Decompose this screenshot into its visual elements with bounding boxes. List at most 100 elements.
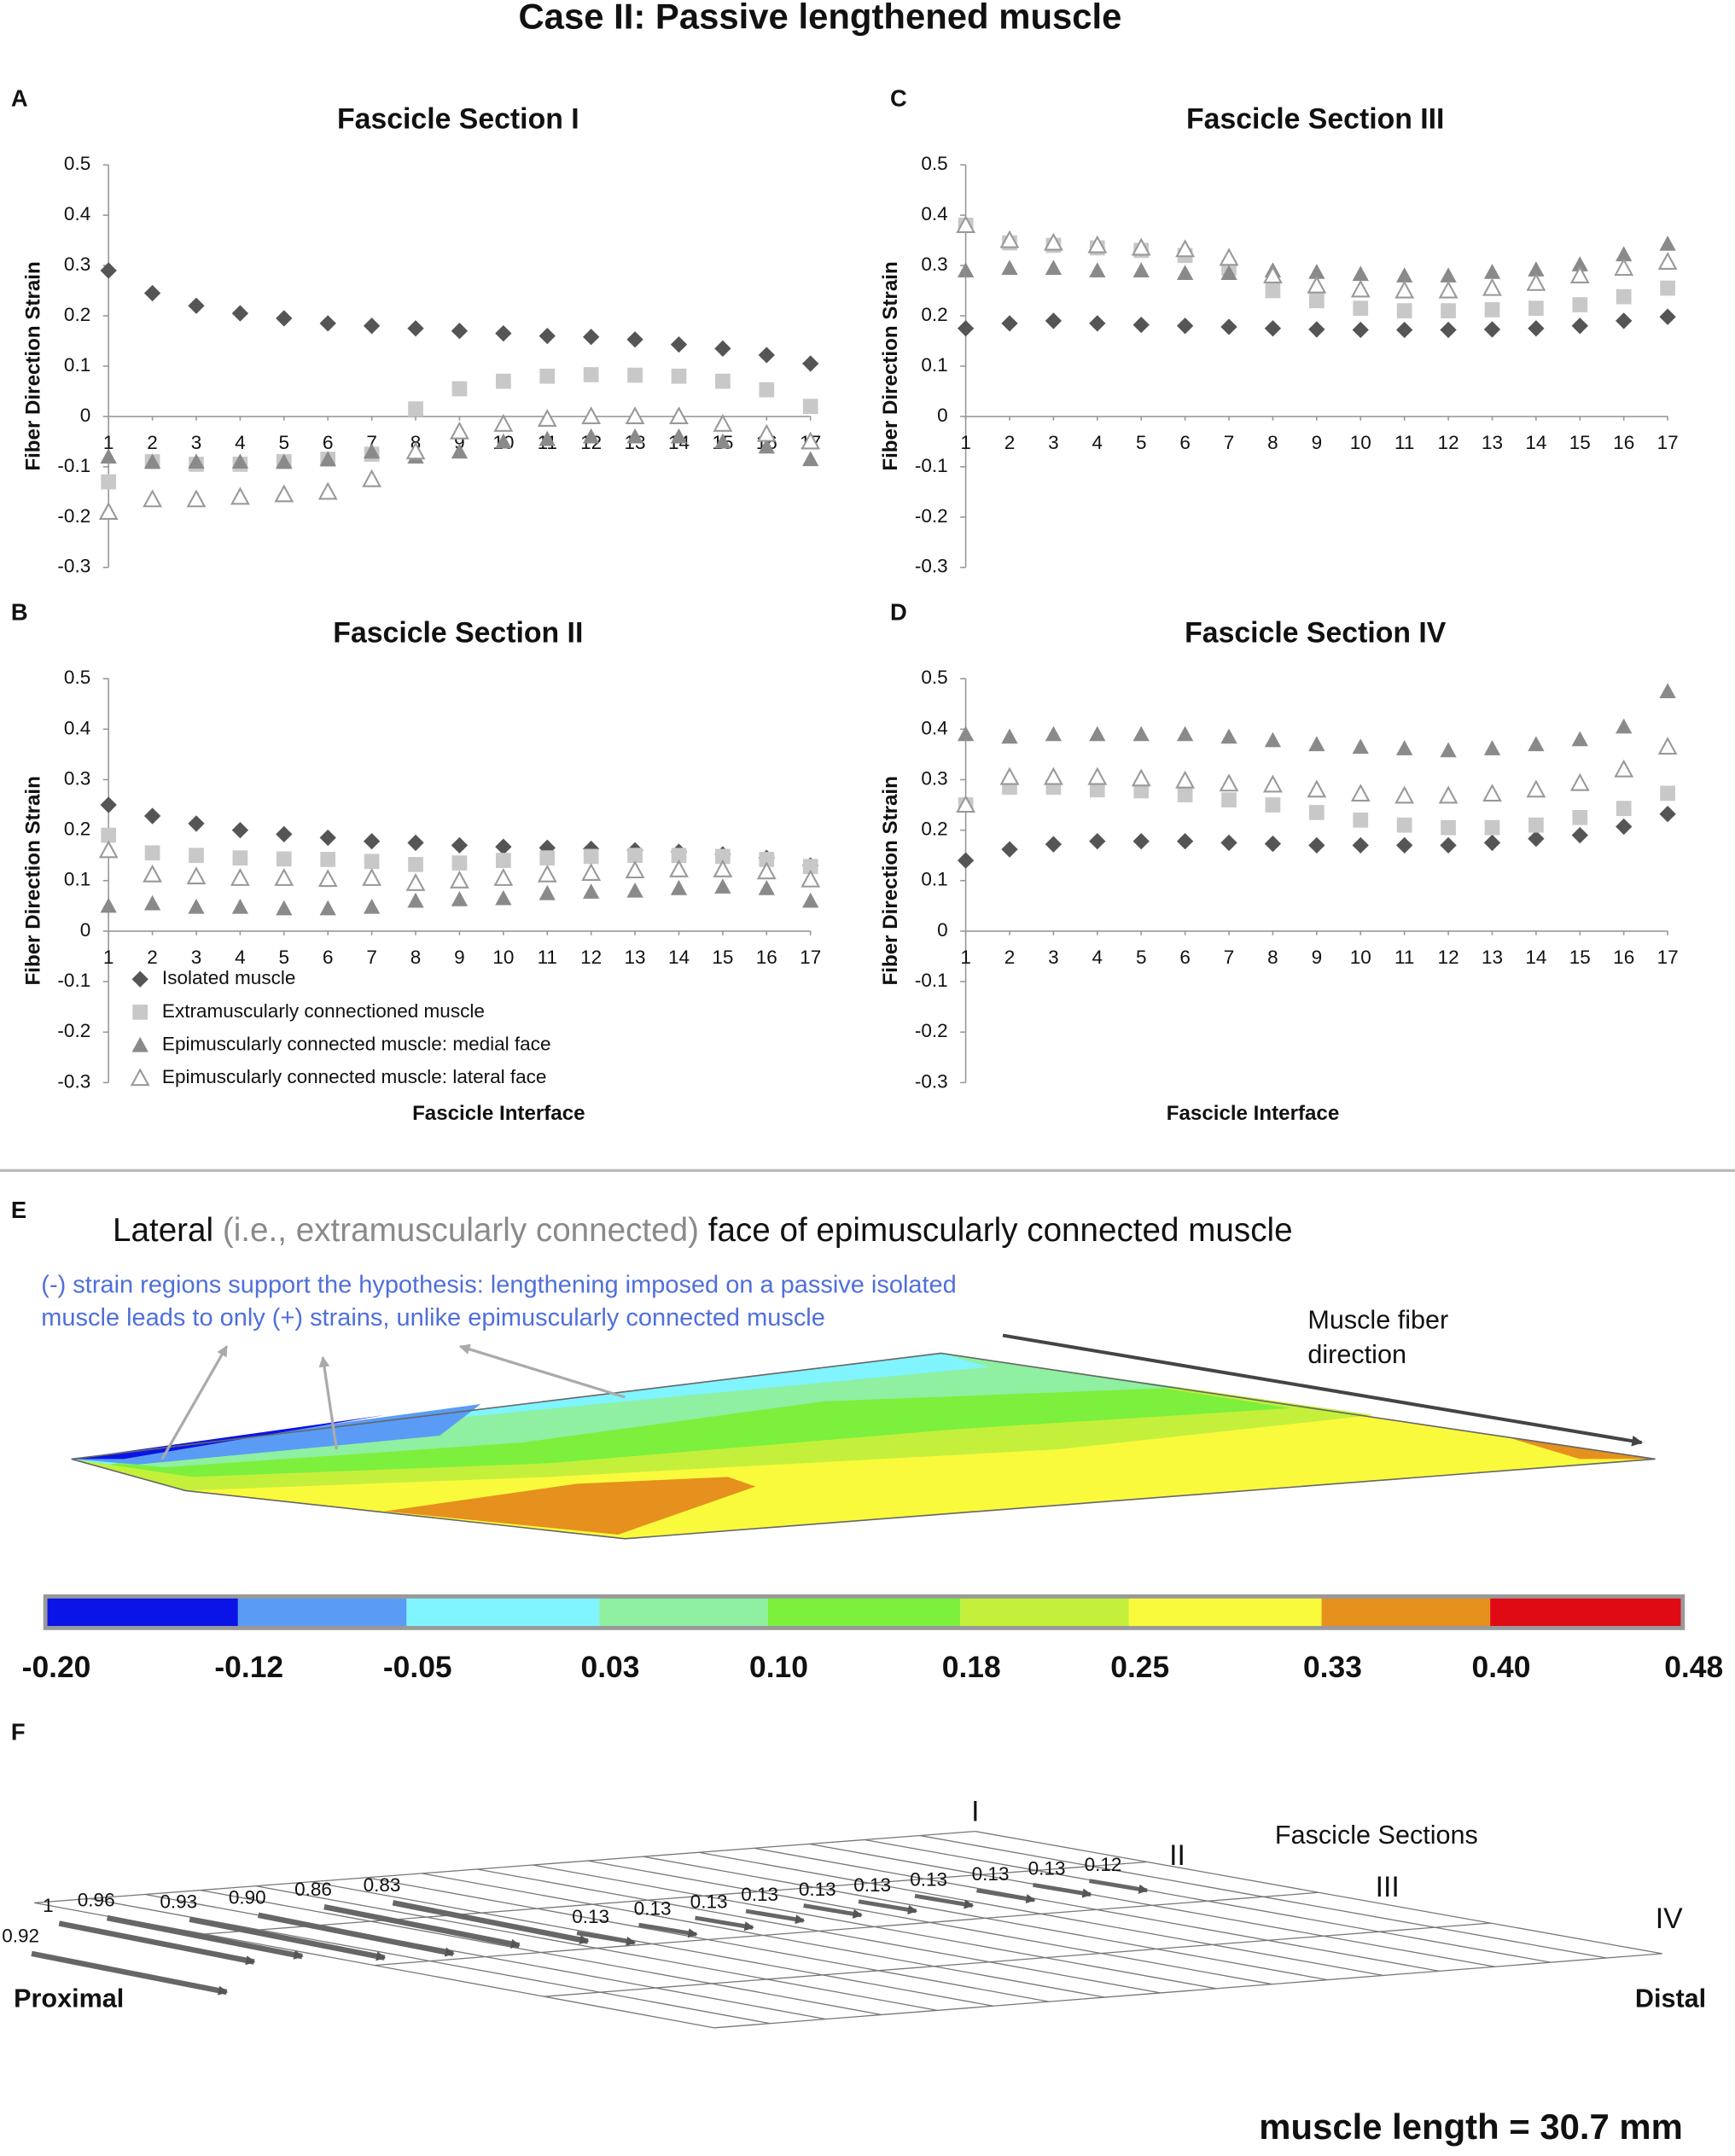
point	[1438, 785, 1458, 804]
x-tick-label: 17	[1657, 947, 1679, 968]
y-tick-label: 0.5	[921, 667, 947, 688]
mesh-line	[643, 1856, 1328, 1981]
point	[625, 406, 645, 425]
point	[583, 367, 599, 382]
point	[276, 825, 293, 843]
colorbar-label: -0.05	[383, 1650, 452, 1684]
y-axis-label: Fiber Direction Strain	[879, 776, 902, 985]
arrow-value: 1	[43, 1895, 54, 1916]
point	[1616, 312, 1633, 329]
point	[1526, 779, 1546, 798]
point	[1528, 300, 1544, 317]
y-tick-label: 0.5	[64, 153, 90, 174]
arrow-value: 0.96	[78, 1890, 115, 1911]
point	[1001, 728, 1018, 744]
mesh-line	[200, 1889, 882, 2016]
panel-e: E Lateral (i.e., extramuscularly connect…	[11, 1197, 1656, 1540]
x-tick-label: 16	[756, 947, 777, 968]
panel-f: F Fascicle Sections Proximal Distal musc…	[11, 1719, 1706, 2147]
point	[1659, 308, 1676, 325]
point	[1528, 830, 1545, 848]
point	[670, 335, 688, 353]
legend-label: Isolated muscle	[162, 967, 295, 988]
arrow-value: 0.13	[741, 1884, 778, 1905]
point	[1221, 792, 1237, 807]
point	[671, 848, 687, 864]
chart-title: Fascicle Section III	[1186, 103, 1444, 136]
point	[1001, 841, 1018, 858]
point	[1396, 740, 1413, 755]
point	[495, 324, 512, 342]
point	[1571, 256, 1588, 271]
point	[143, 489, 163, 508]
y-tick-label: 0.1	[64, 869, 90, 890]
colorbar-label: 0.18	[942, 1650, 1001, 1684]
point	[758, 438, 775, 454]
point	[100, 448, 117, 464]
point	[1396, 303, 1412, 318]
x-tick-label: 5	[279, 432, 290, 453]
point	[495, 373, 511, 389]
point	[231, 898, 249, 914]
strain-arrow	[106, 1914, 304, 1960]
point	[758, 347, 775, 364]
y-tick-label: 0	[937, 919, 948, 941]
point	[1307, 275, 1327, 294]
y-tick-label: -0.2	[915, 1020, 948, 1041]
point	[715, 848, 731, 865]
strain-arrow	[745, 1908, 806, 1925]
point	[1528, 320, 1545, 337]
point	[671, 368, 687, 384]
panel-e-title: Lateral (i.e., extramuscularly connected…	[113, 1212, 1293, 1249]
colorbar-segment	[1490, 1596, 1683, 1629]
point	[188, 297, 205, 314]
point	[1396, 817, 1412, 833]
x-tick-label: 13	[1482, 432, 1503, 453]
point	[98, 502, 119, 521]
point	[143, 894, 161, 911]
point	[98, 840, 119, 859]
point	[1483, 740, 1501, 755]
x-tick-label: 12	[1438, 432, 1459, 453]
point	[1219, 773, 1239, 792]
legend-label: Epimuscularly connected muscle: medial f…	[162, 1033, 551, 1054]
x-tick-label: 16	[1613, 947, 1634, 968]
x-tick-label: 4	[235, 947, 246, 968]
point	[626, 331, 643, 348]
point	[1350, 279, 1371, 298]
point	[1352, 265, 1369, 282]
point	[714, 878, 731, 894]
point	[1394, 785, 1415, 804]
point	[537, 864, 557, 883]
point	[956, 795, 976, 813]
x-tick-label: 15	[712, 947, 733, 968]
region	[71, 1414, 385, 1460]
point	[1176, 725, 1194, 742]
point	[100, 262, 117, 279]
point	[230, 867, 250, 886]
point	[539, 430, 556, 446]
x-tick-label: 14	[1525, 947, 1546, 968]
point	[1569, 265, 1590, 283]
point	[1614, 759, 1634, 778]
point	[759, 382, 775, 398]
strain-arrow	[695, 1915, 754, 1932]
x-axis-label: Fascicle Interface	[412, 1102, 585, 1125]
chart-title: Fascicle Section IV	[1185, 617, 1447, 650]
panel-label: C	[890, 85, 907, 112]
panel-label: D	[890, 599, 907, 626]
y-tick-label: 0.3	[64, 253, 90, 275]
point	[407, 834, 424, 852]
arrow-value: 0.93	[160, 1891, 197, 1912]
point	[801, 869, 821, 888]
arrow-value: 0.13	[634, 1897, 672, 1919]
colorbar-label: -0.12	[214, 1650, 283, 1684]
point	[1089, 725, 1106, 742]
point	[1089, 262, 1106, 278]
section-label: III	[1376, 1871, 1400, 1903]
point	[801, 431, 821, 450]
point	[451, 891, 469, 906]
strain-arrow	[976, 1888, 1036, 1904]
point	[1220, 728, 1237, 744]
section-label: IV	[1656, 1903, 1683, 1935]
